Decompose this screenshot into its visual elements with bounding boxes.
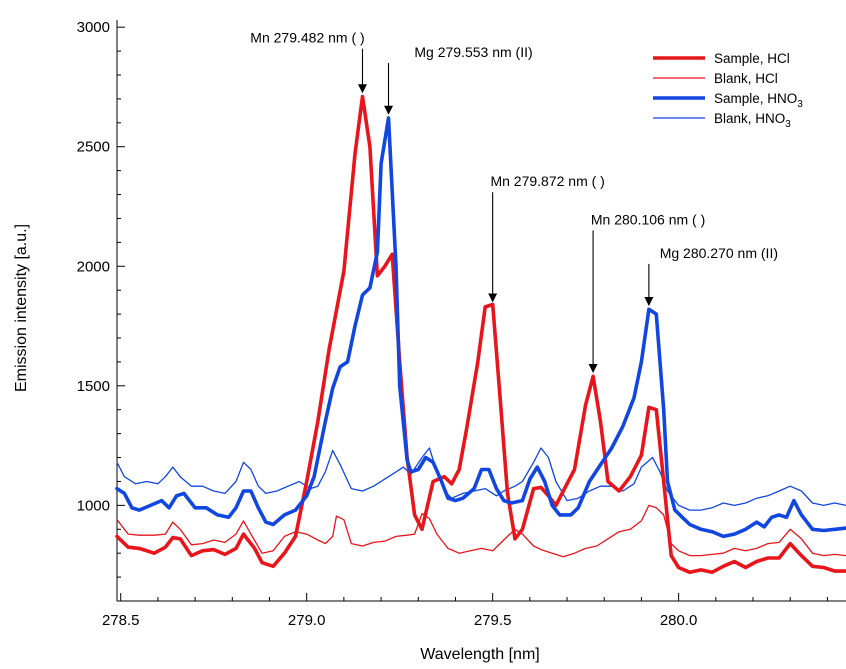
- x-tick-label: 279.5: [474, 612, 512, 629]
- x-tick-label: 280.0: [660, 612, 698, 629]
- y-tick-label: 2500: [77, 139, 110, 156]
- peak-label: Mn 280.106 nm ( ): [591, 211, 705, 227]
- series-line-sample-hno3: [115, 116, 846, 539]
- plot-axes: 278.5 279.0 279.5 280.0 1000 1500 2000 2500 3000: [77, 19, 846, 629]
- y-axis-title: Emission intensity [a.u.]: [13, 224, 30, 392]
- series-layer: [115, 94, 846, 575]
- legend-label: Blank, HNO3: [714, 111, 791, 130]
- y-tick-label: 2000: [77, 258, 110, 275]
- y-tick-label: 3000: [77, 19, 110, 36]
- x-tick-label: 278.5: [102, 612, 140, 629]
- peak-label: Mg 279.553 nm (II): [414, 44, 532, 60]
- peak-label: Mn 279.482 nm ( ): [250, 30, 364, 46]
- legend-label: Blank, HCl: [714, 71, 778, 86]
- legend: Sample, HCl Blank, HCl Sample, HNO3Blank, …: [653, 51, 803, 130]
- y-tick-label: 1500: [77, 378, 110, 395]
- peak-label: Mg 280.270 nm (II): [660, 245, 778, 261]
- legend-label: Sample, HNO3: [714, 91, 803, 110]
- x-tick-label: 279.0: [288, 612, 326, 629]
- series-line-sample-hcl: [115, 94, 846, 575]
- y-tick-label: 1000: [77, 497, 110, 514]
- legend-label: Sample, HCl: [714, 51, 790, 66]
- x-axis-title: Wavelength [nm]: [420, 646, 539, 663]
- series-line-blank-hcl: [116, 504, 846, 558]
- annotation-layer: Mn 279.482 nm ( ) Mg 279.553 nm (II) Mn 27…: [250, 30, 778, 373]
- series-line-blank-hno3: [116, 447, 846, 511]
- peak-label: Mn 279.872 nm ( ): [490, 173, 604, 189]
